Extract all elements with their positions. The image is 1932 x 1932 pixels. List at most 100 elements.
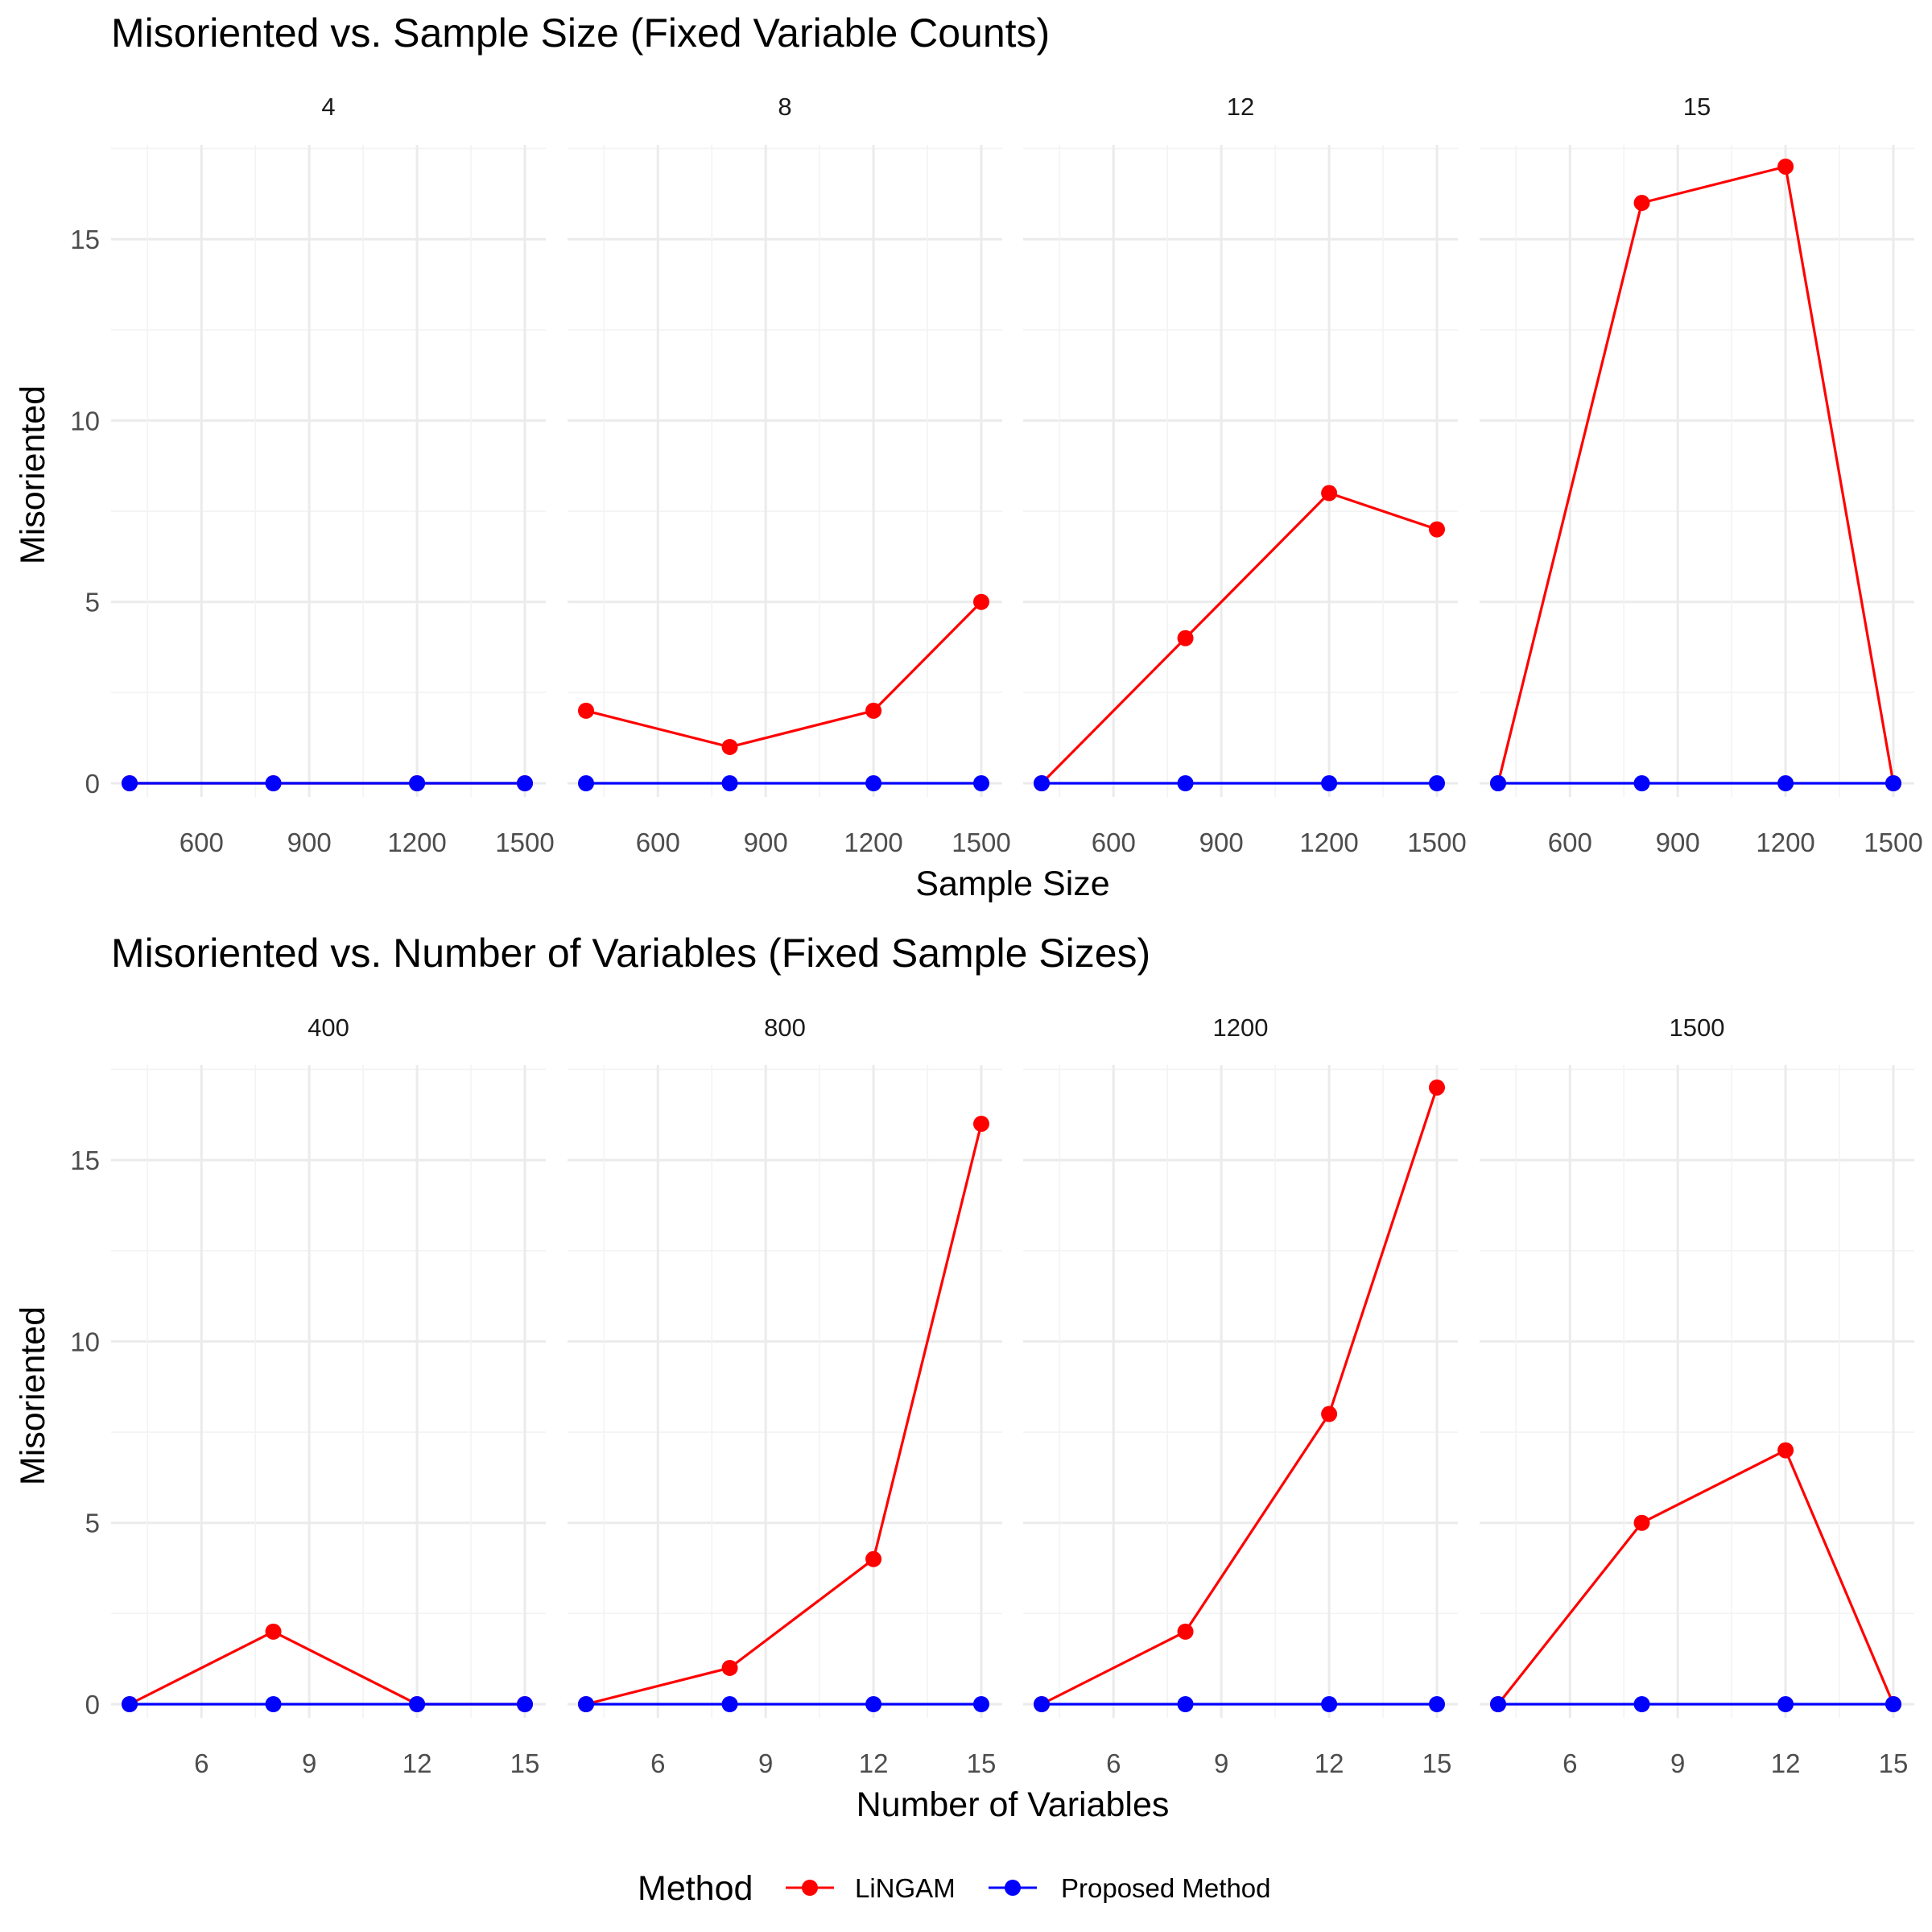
data-point-lingam — [578, 702, 594, 719]
legend-key-point — [802, 1880, 818, 1896]
data-point-lingam — [1633, 1514, 1650, 1531]
legend: Method LiNGAM Proposed Method — [638, 1869, 1271, 1908]
data-point-proposed-method — [578, 775, 594, 791]
series-line-lingam — [1496, 1448, 1895, 1705]
y-tick-label: 5 — [85, 588, 100, 617]
data-point-lingam — [1429, 521, 1445, 538]
data-point-proposed-method — [1633, 1696, 1650, 1712]
facet-panels: 0 5 10 15 4 600 900 1200 1500 8 600 900 1200 1500 12 60… — [70, 93, 1922, 857]
x-tick-label: 1500 — [952, 828, 1010, 857]
x-tick-label: 12 — [402, 1748, 432, 1778]
chart-sample-size: Misoriented vs. Sample Size (Fixed Varia… — [14, 10, 1923, 903]
x-tick-label: 900 — [744, 828, 788, 857]
data-point-proposed-method — [265, 1696, 282, 1712]
facet-panel-15: 15 600 900 1200 1500 — [1480, 93, 1923, 857]
data-point-lingam — [1321, 1406, 1338, 1422]
x-tick-label: 1200 — [387, 828, 446, 857]
data-point-proposed-method — [409, 775, 426, 791]
data-point-lingam — [721, 1659, 738, 1676]
x-tick-label: 6 — [1563, 1748, 1577, 1778]
data-point-proposed-method — [1633, 775, 1650, 791]
series-line-lingam — [1041, 1087, 1439, 1706]
facet-panel-1500: 1500 6 9 12 15 — [1480, 1013, 1914, 1778]
data-point-proposed-method — [122, 775, 138, 791]
facet-panel-8: 8 600 900 1200 1500 — [568, 93, 1011, 857]
chart-number-of-variables: Misoriented vs. Number of Variables (Fix… — [14, 931, 1914, 1824]
data-point-lingam — [1633, 195, 1650, 212]
y-tick-label: 10 — [70, 1327, 100, 1356]
data-point-proposed-method — [517, 1696, 533, 1712]
x-axis-title: Number of Variables — [857, 1785, 1170, 1824]
x-tick-label: 1500 — [495, 828, 554, 857]
data-point-proposed-method — [1777, 775, 1794, 791]
facet-panel-12: 12 600 900 1200 1500 — [1023, 93, 1467, 857]
legend-key-point — [1005, 1880, 1021, 1896]
y-tick-label: 0 — [85, 769, 100, 799]
y-tick-label: 10 — [70, 406, 100, 436]
data-point-proposed-method — [1885, 1696, 1901, 1712]
x-tick-label: 900 — [1656, 828, 1700, 857]
data-point-proposed-method — [865, 1696, 882, 1712]
data-point-proposed-method — [578, 1696, 594, 1712]
legend-item-proposed-method: Proposed Method — [989, 1873, 1271, 1903]
y-tick-label: 15 — [70, 1146, 100, 1175]
data-point-proposed-method — [517, 775, 533, 791]
data-point-proposed-method — [1177, 775, 1194, 791]
data-point-lingam — [1321, 485, 1338, 502]
data-point-proposed-method — [122, 1696, 138, 1712]
facet-strip-label: 15 — [1683, 93, 1711, 121]
x-tick-label: 9 — [1670, 1748, 1685, 1778]
data-point-lingam — [865, 1550, 882, 1567]
data-point-lingam — [1777, 158, 1794, 175]
y-tick-label: 0 — [85, 1690, 100, 1719]
data-point-proposed-method — [1321, 775, 1338, 791]
data-point-lingam — [1777, 1442, 1794, 1459]
facet-strip-label: 800 — [764, 1013, 806, 1042]
x-tick-label: 1500 — [1864, 828, 1922, 857]
x-tick-label: 600 — [180, 828, 224, 857]
x-tick-label: 1500 — [1407, 828, 1466, 857]
data-point-proposed-method — [1777, 1696, 1794, 1712]
facet-panel-800: 800 6 9 12 15 — [568, 1013, 1002, 1778]
data-point-lingam — [265, 1623, 282, 1640]
x-tick-label: 15 — [1422, 1748, 1452, 1778]
x-tick-label: 9 — [758, 1748, 773, 1778]
x-tick-label: 900 — [1199, 828, 1244, 857]
facet-strip-label: 4 — [321, 93, 335, 121]
x-tick-label: 900 — [287, 828, 332, 857]
data-point-proposed-method — [409, 1696, 426, 1712]
x-tick-label: 6 — [1106, 1748, 1121, 1778]
data-point-proposed-method — [1177, 1696, 1194, 1712]
y-tick-label: 5 — [85, 1509, 100, 1538]
legend-label: LiNGAM — [855, 1873, 956, 1903]
data-point-proposed-method — [265, 775, 282, 791]
facet-panel-4: 4 600 900 1200 1500 — [111, 93, 555, 857]
x-tick-label: 600 — [1548, 828, 1592, 857]
facet-strip-label: 1500 — [1670, 1013, 1725, 1042]
data-point-proposed-method — [973, 775, 989, 791]
x-tick-label: 600 — [1092, 828, 1136, 857]
data-point-proposed-method — [1490, 1696, 1506, 1712]
data-point-proposed-method — [1429, 1696, 1445, 1712]
data-point-lingam — [721, 738, 738, 755]
chart-title: Misoriented vs. Sample Size (Fixed Varia… — [111, 10, 1050, 56]
y-tick-label: 15 — [70, 225, 100, 254]
data-point-proposed-method — [721, 775, 738, 791]
data-point-proposed-method — [1490, 775, 1506, 791]
x-tick-label: 12 — [1771, 1748, 1801, 1778]
x-tick-label: 1200 — [844, 828, 902, 857]
x-tick-label: 15 — [967, 1748, 997, 1778]
y-axis-title: Misoriented — [14, 386, 52, 564]
data-point-proposed-method — [973, 1696, 989, 1712]
legend-title: Method — [638, 1869, 753, 1908]
data-point-proposed-method — [1885, 775, 1901, 791]
chart-title: Misoriented vs. Number of Variables (Fix… — [111, 931, 1150, 976]
facet-panels: 0 5 10 15 400 6 9 12 15 800 6 9 12 15 1200 6 9 12 15 1500 6 9… — [70, 1013, 1914, 1778]
y-axis-title: Misoriented — [14, 1307, 52, 1485]
x-tick-label: 12 — [859, 1748, 889, 1778]
legend-item-lingam: LiNGAM — [786, 1873, 956, 1903]
data-point-lingam — [973, 593, 989, 610]
data-point-proposed-method — [1034, 1696, 1050, 1712]
x-tick-label: 15 — [1879, 1748, 1909, 1778]
